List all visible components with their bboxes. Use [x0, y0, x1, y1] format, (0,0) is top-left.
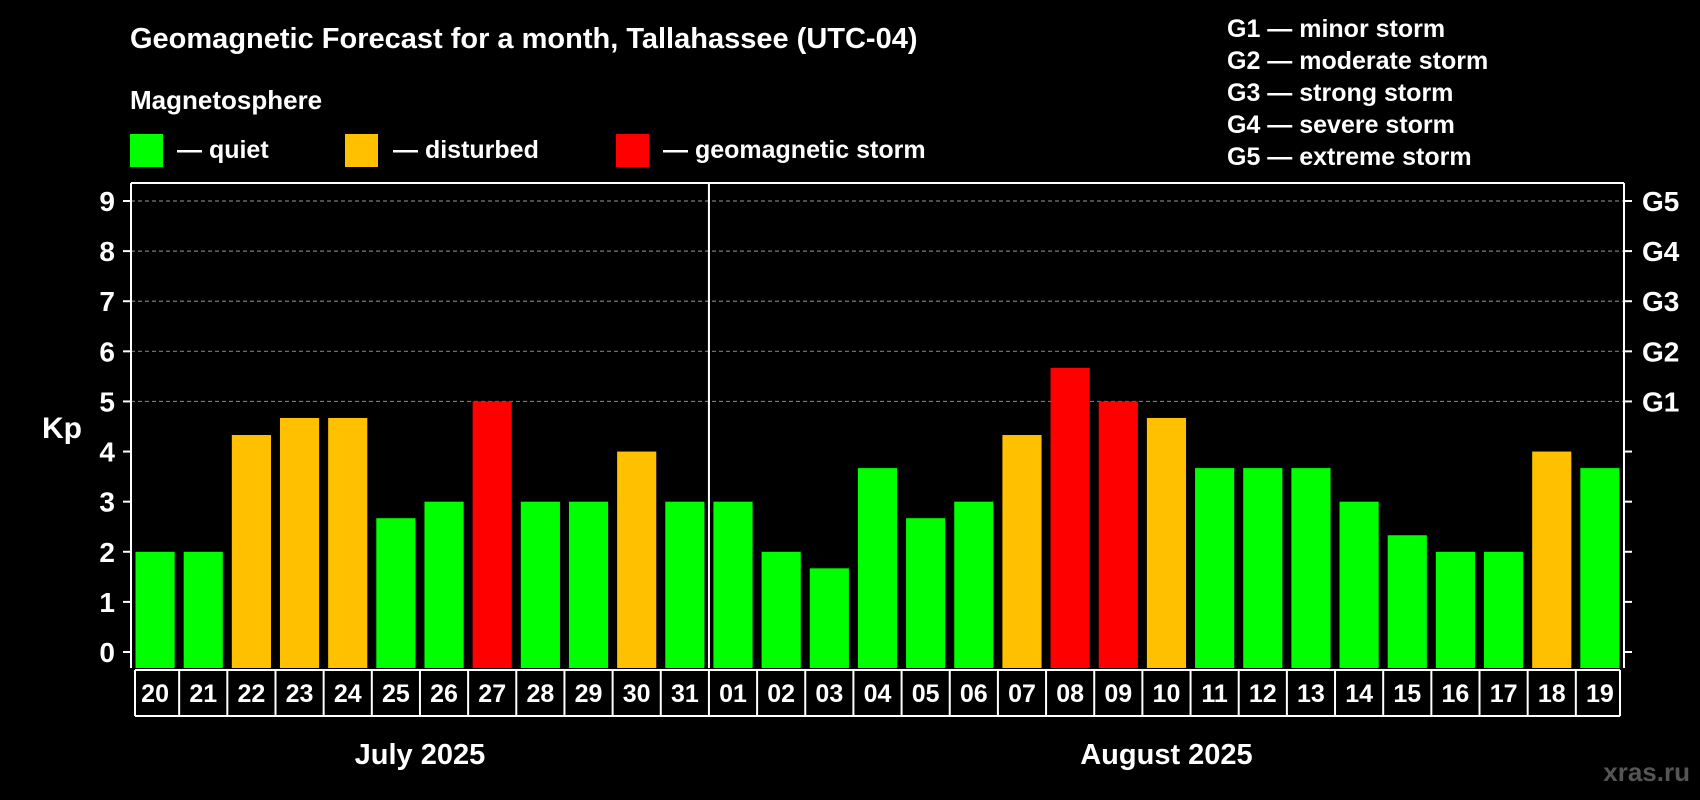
y-tick-label: 7 [99, 286, 115, 317]
x-tick-label-18: 18 [1538, 680, 1566, 708]
storm-scale-g2: G2 — moderate storm [1227, 47, 1488, 75]
y-tick-label: 1 [99, 587, 115, 618]
x-tick-label-08: 08 [1056, 680, 1084, 708]
y-tick-label: 6 [99, 336, 115, 367]
x-tick-label-04: 04 [864, 680, 892, 708]
x-tick-label-21: 21 [189, 680, 217, 708]
kp-bar-18 [1532, 451, 1572, 668]
kp-bar-10 [1146, 417, 1187, 668]
kp-bar-24 [328, 417, 368, 668]
kp-bar-05 [906, 518, 946, 668]
x-tick-label-17: 17 [1490, 680, 1518, 708]
storm-scale-g1: G1 — minor storm [1227, 15, 1445, 43]
kp-bar-29 [568, 501, 609, 668]
month-label-1: August 2025 [1080, 739, 1252, 771]
kp-bar-26 [424, 501, 464, 668]
x-tick-label-06: 06 [960, 680, 988, 708]
y2-tick-label-g1: G1 [1642, 386, 1679, 417]
month-label-0: July 2025 [355, 739, 486, 771]
kp-bar-22 [231, 435, 271, 668]
kp-bar-27 [472, 401, 512, 668]
y2-tick-label-g2: G2 [1642, 336, 1679, 367]
kp-bar-11 [1195, 468, 1235, 668]
y-tick-label: 4 [99, 437, 115, 468]
x-tick-label-27: 27 [478, 680, 506, 708]
kp-bar-14 [1339, 501, 1379, 668]
x-tick-label-24: 24 [334, 680, 362, 708]
kp-bar-01 [713, 501, 753, 668]
x-tick-label-03: 03 [815, 680, 843, 708]
y2-tick-label-g4: G4 [1642, 236, 1680, 267]
storm-scale-g3: G3 — strong storm [1227, 79, 1453, 107]
x-tick-label-10: 10 [1153, 680, 1181, 708]
kp-bar-06 [954, 501, 994, 668]
kp-bar-09 [1098, 401, 1138, 668]
x-tick-label-13: 13 [1297, 680, 1325, 708]
x-tick-label-07: 07 [1008, 680, 1036, 708]
kp-bar-30 [617, 451, 657, 668]
x-tick-label-15: 15 [1393, 680, 1421, 708]
kp-bar-08 [1050, 367, 1090, 668]
x-tick-label-05: 05 [912, 680, 940, 708]
kp-bar-28 [520, 501, 560, 668]
watermark: xras.ru [1603, 757, 1690, 787]
kp-bar-17 [1484, 551, 1524, 668]
kp-bar-03 [809, 568, 849, 668]
y-tick-label: 2 [99, 537, 115, 568]
y-tick-label: 5 [99, 386, 115, 417]
kp-bar-19 [1580, 468, 1620, 668]
storm-scale-g4: G4 — severe storm [1227, 111, 1455, 139]
x-tick-label-16: 16 [1442, 680, 1470, 708]
x-tick-label-31: 31 [671, 680, 699, 708]
y2-tick-label-g5: G5 [1642, 186, 1679, 217]
kp-bar-23 [279, 417, 320, 668]
x-tick-label-22: 22 [237, 680, 265, 708]
x-tick-label-19: 19 [1586, 680, 1614, 708]
x-tick-label-25: 25 [382, 680, 410, 708]
kp-bar-31 [665, 501, 705, 668]
legend-label-quiet: — quiet [177, 136, 269, 164]
kp-bar-04 [857, 468, 898, 668]
x-tick-label-29: 29 [575, 680, 603, 708]
kp-bar-16 [1435, 551, 1476, 668]
y-axis-label: Kp [42, 412, 82, 445]
legend-label-storm: — geomagnetic storm [663, 136, 926, 164]
y-tick-label: 3 [99, 487, 115, 518]
y-tick-label: 8 [99, 236, 115, 267]
x-tick-label-28: 28 [526, 680, 554, 708]
x-tick-label-26: 26 [430, 680, 458, 708]
x-tick-label-09: 09 [1104, 680, 1132, 708]
x-tick-label-14: 14 [1345, 680, 1373, 708]
x-tick-label-02: 02 [767, 680, 795, 708]
y-tick-label: 9 [99, 186, 115, 217]
chart-title: Geomagnetic Forecast for a month, Tallah… [130, 23, 918, 55]
x-tick-label-01: 01 [719, 680, 747, 708]
legend-swatch-disturbed [345, 134, 378, 167]
x-tick-label-12: 12 [1249, 680, 1277, 708]
legend-label-disturbed: — disturbed [393, 136, 539, 164]
x-tick-label-20: 20 [141, 680, 169, 708]
legend-swatch-quiet [130, 134, 163, 167]
kp-bar-07 [1002, 435, 1042, 668]
kp-bar-12 [1243, 468, 1283, 668]
kp-bar-25 [376, 518, 416, 668]
y2-tick-label-g3: G3 [1642, 286, 1679, 317]
kp-bar-02 [761, 551, 801, 668]
x-tick-label-11: 11 [1201, 680, 1228, 708]
y-tick-label: 0 [99, 637, 115, 668]
x-tick-label-23: 23 [286, 680, 314, 708]
x-tick-label-30: 30 [623, 680, 651, 708]
legend-swatch-storm [616, 134, 649, 167]
kp-bar-13 [1291, 468, 1331, 668]
magnetosphere-label: Magnetosphere [130, 85, 322, 115]
kp-bar-20 [135, 551, 175, 668]
kp-bar-15 [1387, 535, 1427, 668]
kp-bar-21 [183, 551, 223, 668]
storm-scale-g5: G5 — extreme storm [1227, 143, 1472, 171]
